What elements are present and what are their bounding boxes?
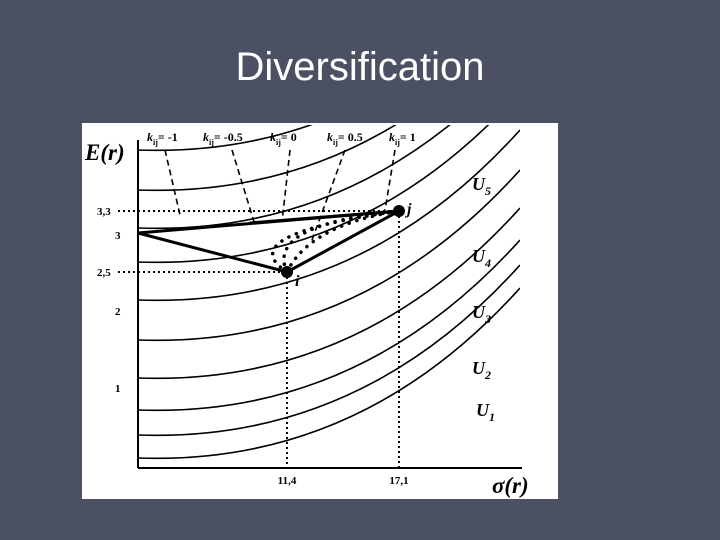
- dotted-frontiers: [270, 209, 401, 274]
- correlation-symbol: k: [147, 130, 153, 144]
- indifference-curve: [138, 125, 313, 152]
- curve-subscript: 3: [484, 312, 491, 326]
- x-axis-label: σ(r): [492, 473, 529, 498]
- correlation-label: kij= -1: [147, 130, 178, 147]
- correlation-symbol: k: [270, 130, 276, 144]
- correlation-value: = -0.5: [214, 130, 243, 144]
- correlation-symbol: k: [389, 130, 395, 144]
- indifference-curve: [138, 129, 520, 302]
- curve-symbol: U: [472, 246, 486, 266]
- curve-label: U4: [472, 246, 491, 270]
- point-i: [281, 266, 293, 278]
- correlation-label: kij= -0.5: [203, 130, 243, 147]
- correlation-value: = 0.5: [338, 130, 363, 144]
- y-tick-label: 1: [115, 383, 121, 395]
- correlation-label: kij= 1: [389, 130, 416, 147]
- x-tick-labels: 11,4 17,1: [278, 475, 409, 487]
- curve-symbol: U: [472, 302, 486, 322]
- curve-subscript: 2: [484, 368, 491, 382]
- correlation-labels: kij= -1 kij= -0.5 kij= 0 kij= 0.5 kij= 1: [147, 130, 416, 147]
- indifference-curve: [138, 169, 520, 342]
- curve-label: U1: [476, 400, 495, 424]
- correlation-subscript: ij: [333, 138, 338, 147]
- curve-subscript: 4: [484, 256, 491, 270]
- x-tick-label: 17,1: [389, 475, 408, 487]
- point-label: j: [404, 201, 412, 218]
- y-axis-label: E(r): [84, 140, 125, 165]
- curve-symbol: U: [476, 400, 490, 420]
- y-tick-label: 3: [115, 230, 121, 242]
- guides: [118, 210, 400, 468]
- point-j: [393, 205, 405, 217]
- portfolio-lines: [137, 209, 400, 274]
- correlation-value: = -1: [158, 130, 178, 144]
- curve-subscript: 5: [485, 184, 491, 198]
- correlation-symbol: k: [203, 130, 209, 144]
- curve-subscript: 1: [489, 410, 495, 424]
- correlation-label: kij= 0: [270, 130, 297, 147]
- correlation-subscript: ij: [276, 138, 281, 147]
- curve-symbol: U: [472, 358, 486, 378]
- indifference-curve: [138, 287, 520, 460]
- curve-label: U3: [472, 302, 491, 326]
- correlation-value: = 1: [400, 130, 416, 144]
- correlation-label: kij= 0.5: [327, 130, 363, 147]
- correlation-subscript: ij: [395, 138, 400, 147]
- indifference-curve: [138, 125, 490, 264]
- indifference-curve: [138, 239, 520, 412]
- y-tick-label: 2,5: [97, 267, 111, 279]
- indifference-curves: [138, 125, 520, 460]
- y-tick-label: 2: [115, 306, 121, 318]
- y-tick-label: 3,3: [97, 206, 111, 218]
- curve-symbol: U: [472, 174, 486, 194]
- y-tick-labels: 3,3 3 2,5 2 1: [97, 206, 121, 395]
- correlation-subscript: ij: [153, 138, 158, 147]
- point-label: i: [295, 273, 300, 290]
- correlation-value: = 0: [281, 130, 297, 144]
- indifference-curve: [138, 264, 520, 437]
- pointer-lines: [164, 149, 396, 241]
- slide-title: Diversification: [236, 45, 485, 89]
- curve-label: U5: [472, 174, 491, 198]
- correlation-subscript: ij: [209, 138, 214, 147]
- correlation-symbol: k: [327, 130, 333, 144]
- x-tick-label: 11,4: [278, 475, 297, 487]
- indifference-curve: [138, 207, 520, 380]
- curve-label: U2: [472, 358, 491, 382]
